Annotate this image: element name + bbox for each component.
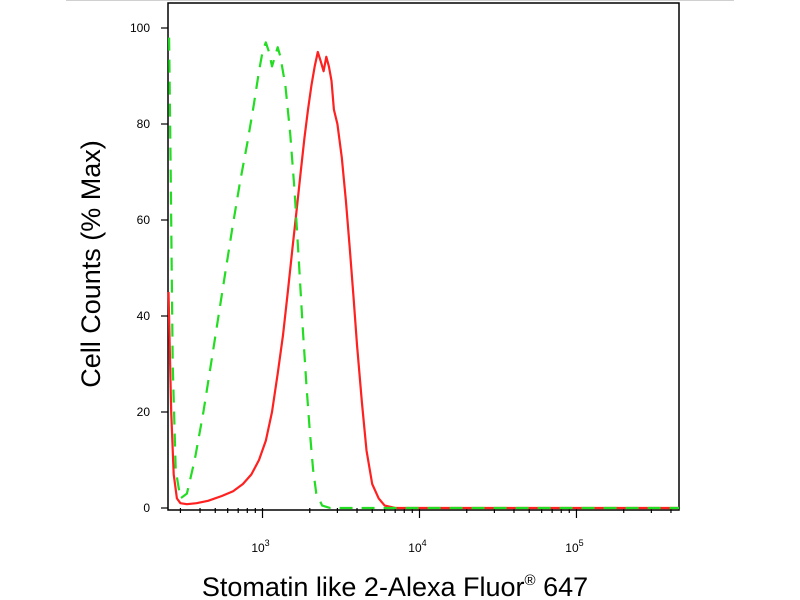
y-tick-label: 0 — [143, 501, 150, 515]
x-tick-label: 104 — [408, 538, 426, 555]
y-tick-label: 20 — [137, 405, 151, 419]
y-tick-label: 40 — [137, 309, 151, 323]
x-axis-title-suffix: 647 — [536, 572, 589, 600]
x-axis-title-registered-mark: ® — [525, 572, 536, 589]
y-tick-label: 60 — [137, 213, 151, 227]
y-axis-title: Cell Counts (% Max) — [76, 140, 106, 388]
y-ticks: 0 20 40 60 80 100 — [130, 21, 168, 515]
x-tick-label: 103 — [251, 538, 269, 555]
y-tick-label: 100 — [130, 21, 150, 35]
series-solid-red-line — [167, 50, 679, 510]
x-tick-label: 105 — [565, 538, 583, 555]
x-ticks: 103 104 105 — [179, 508, 672, 555]
x-axis-title-main: Stomatin like 2-Alexa Fluor — [202, 572, 525, 600]
series-dashed-green-line — [168, 37, 679, 510]
series-lines — [167, 37, 679, 510]
y-tick-label: 80 — [137, 117, 151, 131]
plot-frame — [167, 2, 680, 511]
x-axis-title: Stomatin like 2-Alexa Fluor® 647 — [202, 572, 588, 600]
